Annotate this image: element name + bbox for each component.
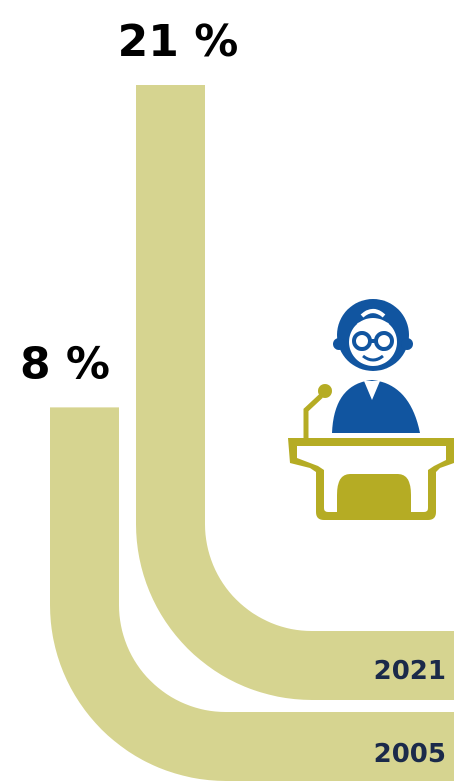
year-label-2021: 2021 <box>374 656 446 686</box>
podium-icon-part <box>288 438 454 520</box>
value-label-2005: 8 % <box>20 338 110 389</box>
person-head-icon-part <box>333 299 413 371</box>
band-2005 <box>50 407 454 781</box>
chart-labels: 8 % 2005 21 % 2021 <box>20 16 446 769</box>
band-2021 <box>136 85 454 700</box>
speaker-at-podium-icon <box>288 299 454 520</box>
person-body-icon-part <box>332 380 420 433</box>
person-collar-icon-part <box>364 381 380 400</box>
microphone-icon <box>303 384 332 438</box>
year-label-2005: 2005 <box>374 739 446 769</box>
chart-bands <box>50 85 454 781</box>
value-label-2021: 21 % <box>118 16 239 67</box>
